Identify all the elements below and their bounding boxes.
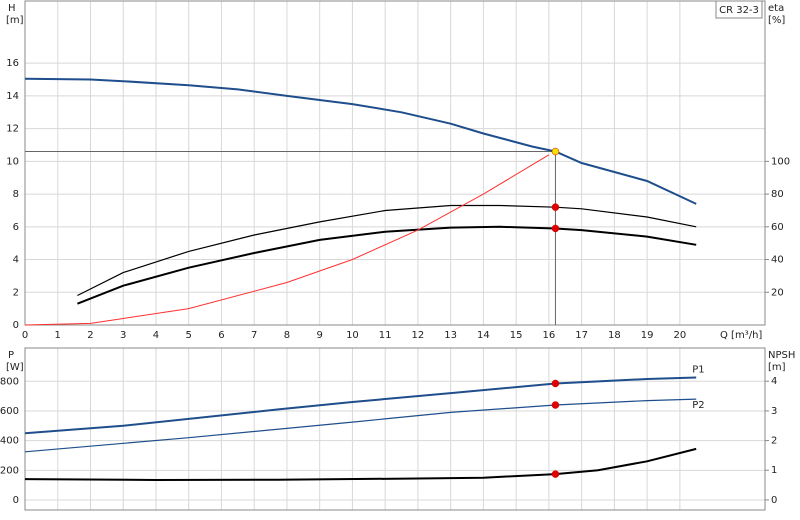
series-line bbox=[24, 154, 550, 326]
x-tick-label: 10 bbox=[346, 330, 359, 341]
y2-axis-unit: [%] bbox=[768, 15, 785, 26]
y2-tick-label: 80 bbox=[771, 189, 784, 200]
y2-tick-label: 0 bbox=[771, 495, 777, 506]
y-tick-label: 16 bbox=[6, 58, 19, 69]
x-tick-label: 17 bbox=[575, 330, 588, 341]
y-tick-label: 8 bbox=[13, 189, 19, 200]
y2-tick-label: 40 bbox=[771, 255, 784, 266]
y-tick-label: 12 bbox=[6, 124, 19, 135]
y-axis-unit: [W] bbox=[6, 362, 24, 373]
x-tick-label: 11 bbox=[379, 330, 392, 341]
y-axis-label: P bbox=[8, 350, 14, 361]
y2-tick-label: 3 bbox=[771, 406, 777, 417]
duty-point bbox=[551, 379, 560, 388]
y2-axis-label: eta bbox=[768, 3, 784, 14]
y-tick-label: 14 bbox=[6, 91, 19, 102]
x-tick-label: 6 bbox=[218, 330, 224, 341]
plot-frame bbox=[24, 347, 766, 511]
series-line bbox=[24, 376, 697, 435]
y2-tick-label: 2 bbox=[771, 436, 777, 447]
badge: CR 32-3 bbox=[719, 5, 759, 16]
series-line bbox=[77, 204, 697, 297]
x-tick-label: 7 bbox=[251, 330, 257, 341]
x-axis-label: Q [m³/h] bbox=[720, 330, 762, 341]
series-label: P1 bbox=[692, 365, 704, 376]
x-tick-label: 4 bbox=[153, 330, 159, 341]
x-tick-label: 3 bbox=[120, 330, 126, 341]
y-tick-label: 200 bbox=[0, 465, 19, 476]
y-tick-label: 0 bbox=[13, 320, 19, 331]
duty-point bbox=[551, 203, 560, 211]
x-tick-label: 16 bbox=[543, 330, 556, 341]
x-tick-label: 18 bbox=[608, 330, 621, 341]
x-tick-label: 15 bbox=[510, 330, 523, 341]
y2-tick-label: 100 bbox=[771, 156, 790, 167]
y-tick-label: 2 bbox=[13, 287, 19, 298]
y2-tick-label: 60 bbox=[771, 222, 784, 233]
y-tick-label: 4 bbox=[13, 255, 19, 266]
y-axis-unit: [m] bbox=[6, 15, 24, 26]
x-tick-label: 14 bbox=[477, 330, 490, 341]
y2-tick-label: 1 bbox=[771, 465, 777, 476]
series-line bbox=[24, 398, 697, 453]
x-tick-label: 0 bbox=[22, 330, 28, 341]
x-tick-label: 19 bbox=[641, 330, 654, 341]
series-label: P2 bbox=[692, 400, 704, 411]
y-tick-label: 600 bbox=[0, 406, 19, 417]
x-tick-label: 2 bbox=[87, 330, 93, 341]
series-line bbox=[24, 447, 697, 482]
y2-tick-label: 4 bbox=[771, 376, 777, 387]
x-tick-label: 1 bbox=[55, 330, 61, 341]
y-axis-label: H bbox=[8, 3, 16, 14]
y2-axis-label: NPSH bbox=[768, 350, 795, 361]
duty-point bbox=[551, 147, 560, 156]
y-tick-label: 6 bbox=[13, 222, 19, 233]
duty-point bbox=[551, 401, 560, 409]
y-tick-label: 0 bbox=[13, 495, 19, 506]
x-tick-label: 12 bbox=[412, 330, 425, 341]
x-tick-label: 5 bbox=[186, 330, 192, 341]
x-tick-label: 9 bbox=[317, 330, 323, 341]
badge-box bbox=[715, 0, 763, 19]
x-tick-label: 20 bbox=[674, 330, 687, 341]
series-line bbox=[24, 77, 697, 205]
x-tick-label: 8 bbox=[284, 330, 290, 341]
y2-tick-label: 20 bbox=[771, 287, 784, 298]
duty-point bbox=[551, 470, 560, 478]
plot-frame bbox=[24, 0, 766, 326]
duty-point bbox=[551, 224, 560, 233]
x-tick-label: 13 bbox=[444, 330, 457, 341]
y-tick-label: 400 bbox=[0, 436, 19, 447]
y2-axis-unit: [m] bbox=[768, 362, 786, 373]
y-tick-label: 800 bbox=[0, 376, 19, 387]
y-tick-label: 10 bbox=[6, 156, 19, 167]
